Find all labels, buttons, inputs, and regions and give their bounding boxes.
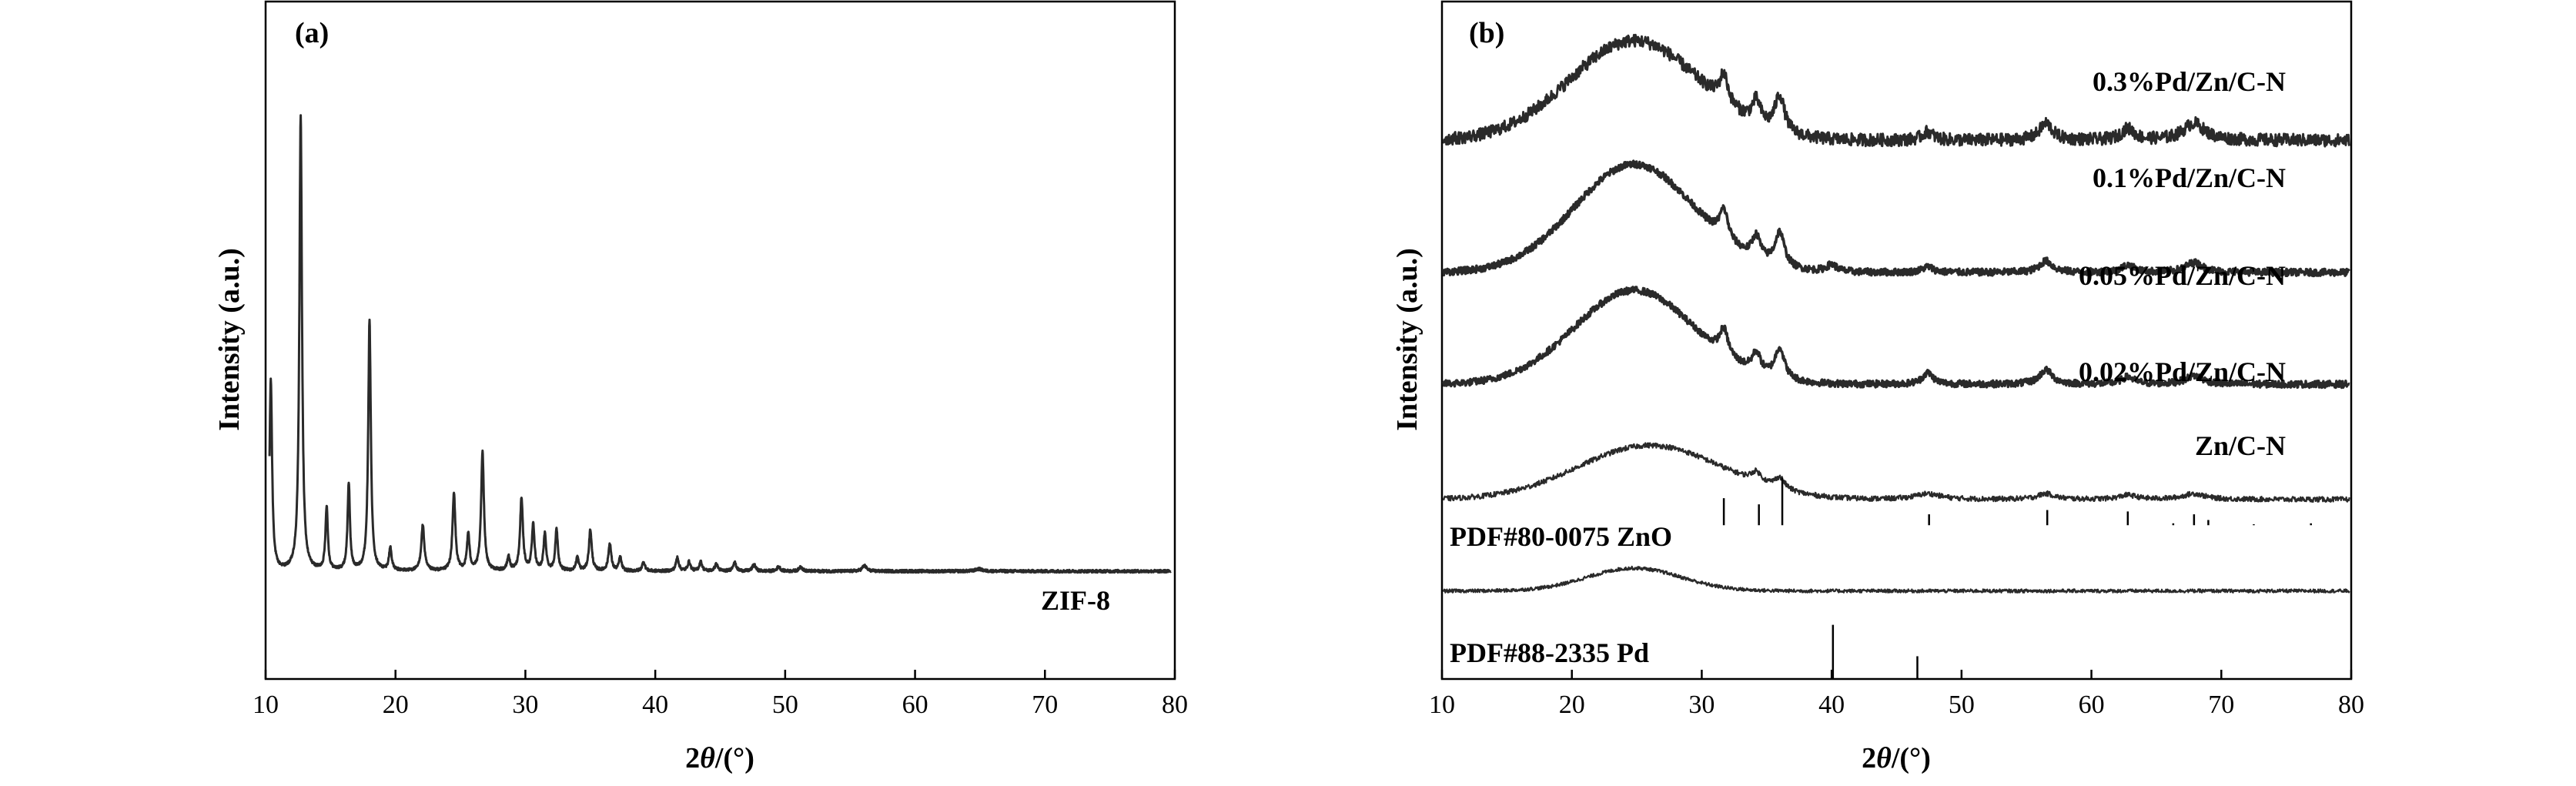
reference-label-zno: PDF#80-0075 ZnO [1450,521,1672,552]
trace-series-4 [1442,565,2350,594]
panel-a-label: (a) [295,17,329,49]
series-label-zif-8: ZIF-8 [1041,585,1110,616]
panel-b-tick-label-70: 70 [2208,691,2234,719]
panel-a-frame [264,0,1176,681]
panel-b-tick-label-80: 80 [2338,691,2364,719]
panel-a: 10 20 30 40 50 60 70 80 (a) ZIF-8 Intensity (a.… [213,0,1188,774]
panel-b-tick-label-40: 40 [1818,691,1845,719]
trace-series-3 [1442,442,2350,503]
trace-series-0 [1442,33,2351,148]
trace-series-1 [1441,159,2350,278]
panel-b-x-ticks: 10 20 30 40 50 60 70 80 [1429,670,2364,719]
series-label-0-3-pd: 0.3%Pd/Zn/C-N [2093,66,2286,97]
panel-a-tick-label-50: 50 [772,691,798,719]
series-label-0-05-pd: 0.05%Pd/Zn/C-N [2079,260,2286,291]
panel-a-tick-label-10: 10 [253,691,279,719]
panel-a-y-axis-title: Intensity (a.u.) [213,248,246,431]
panel-b-tick-label-10: 10 [1429,691,1455,719]
panel-a-tick-label-40: 40 [642,691,668,719]
reference-label-pd: PDF#88-2335 Pd [1450,637,1649,668]
panel-b-label: (b) [1469,17,1504,49]
panel-b-x-axis-title: 2θ/(°) [1862,742,1931,774]
panel-b-tick-label-20: 20 [1559,691,1585,719]
panel-a-tick-label-80: 80 [1162,691,1188,719]
panel-a-tick-label-30: 30 [512,691,538,719]
panel-a-x-ticks: 10 20 30 40 50 60 70 80 [253,670,1188,719]
series-label-zn-c-n: Zn/C-N [2195,430,2286,461]
series-label-0-1-pd: 0.1%Pd/Zn/C-N [2093,162,2286,193]
panel-b-traces [1441,33,2351,594]
panel-b-tick-label-50: 50 [1949,691,1975,719]
panel-b-frame [1440,0,2353,681]
panel-b-y-axis-title: Intensity (a.u.) [1391,248,1423,431]
zif-8-trace [268,114,1172,574]
panel-b-reference-patterns [1722,477,2312,679]
trace-series-2 [1442,286,2350,390]
panel-b: 10 20 30 40 50 60 70 80 (b) 0.3%Pd/Zn/C-N 0.1%P… [1391,0,2364,774]
panel-b-tick-label-60: 60 [2079,691,2105,719]
panel-a-tick-label-20: 20 [383,691,409,719]
panel-a-tick-label-60: 60 [902,691,928,719]
panel-a-x-axis-title: 2θ/(°) [685,742,754,774]
panel-a-tick-label-70: 70 [1032,691,1058,719]
panel-b-tick-label-30: 30 [1688,691,1715,719]
series-label-0-02-pd: 0.02%Pd/Zn/C-N [2079,356,2286,387]
